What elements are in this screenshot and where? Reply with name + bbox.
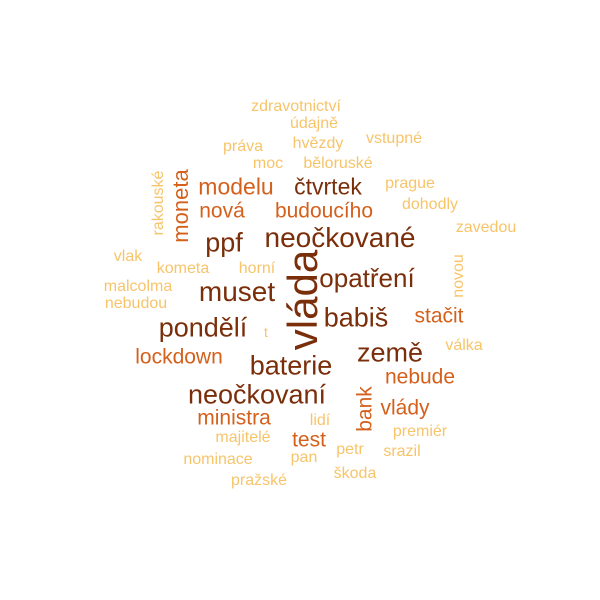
word-běloruské: běloruské xyxy=(303,155,373,172)
word-opatření: opatření xyxy=(319,263,415,293)
word-vstupné: vstupné xyxy=(365,130,423,147)
word-zavedou: zavedou xyxy=(455,219,517,236)
word-pondělí: pondělí xyxy=(158,312,248,343)
word-moc: moc xyxy=(252,155,284,172)
word-baterie: baterie xyxy=(249,350,333,381)
word-neočkované: neočkované xyxy=(264,222,416,253)
word-nová: nová xyxy=(199,199,245,223)
word-ministra: ministra xyxy=(197,406,271,430)
word-čtvrtek: čtvrtek xyxy=(294,173,362,200)
word-škoda: škoda xyxy=(333,465,377,482)
word-kometa: kometa xyxy=(156,260,210,277)
word-muset: muset xyxy=(198,276,276,307)
word-nebudou: nebudou xyxy=(104,295,168,312)
word-malcolma: malcolma xyxy=(103,278,173,295)
word-nominace: nominace xyxy=(183,451,253,468)
word-dohodly: dohodly xyxy=(401,196,459,213)
word-modelu: modelu xyxy=(198,173,274,200)
word-lockdown: lockdown xyxy=(135,345,223,369)
word-nebude: nebude xyxy=(384,365,456,389)
word-majitelé: majitelé xyxy=(215,429,271,446)
word-petr: petr xyxy=(336,441,364,458)
word-budoucího: budoucího xyxy=(274,199,374,223)
word-ppf: ppf xyxy=(205,227,243,258)
word-bank: bank xyxy=(353,386,377,432)
word-válka: válka xyxy=(445,337,483,354)
word-vlády: vlády xyxy=(380,396,430,420)
word-rakouské: rakouské xyxy=(150,170,167,236)
word-stačit: stačit xyxy=(414,304,464,328)
word-t: t xyxy=(264,324,268,340)
word-neočkovaní: neočkovaní xyxy=(187,379,327,410)
word-vláda: vláda xyxy=(279,249,326,351)
word-horní: horní xyxy=(238,260,276,277)
word-pan: pan xyxy=(290,449,318,466)
word-vlak: vlak xyxy=(113,248,143,265)
word-lidí: lidí xyxy=(309,412,331,429)
word-zdravotnictví: zdravotnictví xyxy=(251,98,341,115)
word-moneta: moneta xyxy=(168,169,193,243)
word-babiš: babiš xyxy=(323,302,389,333)
word-premiér: premiér xyxy=(392,423,448,440)
word-práva: práva xyxy=(222,138,264,155)
word-prague: prague xyxy=(385,175,435,192)
word-země: země xyxy=(356,337,424,368)
word-údajně: údajně xyxy=(289,115,339,132)
word-test: test xyxy=(292,428,326,452)
word-pražské: pražské xyxy=(230,472,288,489)
word-hvězdy: hvězdy xyxy=(292,135,344,152)
word-srazil: srazil xyxy=(383,443,421,460)
word-novou: novou xyxy=(450,254,467,298)
